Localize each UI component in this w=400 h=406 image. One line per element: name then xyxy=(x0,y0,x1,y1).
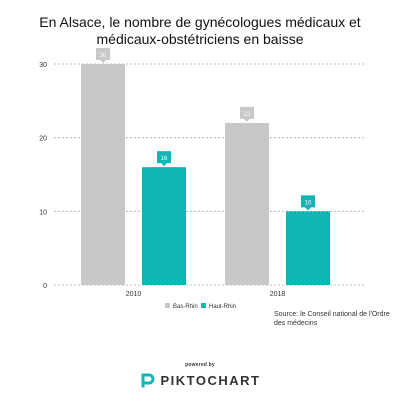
bar-bas-rhin-2018 xyxy=(225,122,269,285)
x-tick-label: 2018 xyxy=(270,291,286,298)
source-note: Source: le Conseil national de l'Ordre d… xyxy=(274,311,390,327)
footer: powered by PIKTOCHART xyxy=(0,362,400,393)
legend-label: Haut-Rhin xyxy=(209,304,236,310)
y-tick-label: 10 xyxy=(39,209,47,216)
y-tick-label: 0 xyxy=(43,283,47,290)
brand-name: PIKTOCHART xyxy=(160,372,261,388)
value-badge xyxy=(301,195,315,211)
chart-title: En Alsace, le nombre de gynécologues méd… xyxy=(39,14,361,47)
legend-label: Bas-Rhin xyxy=(173,304,198,310)
bar-haut-rhin-2010 xyxy=(142,167,186,285)
y-tick-label: 20 xyxy=(39,136,47,143)
value-badge xyxy=(240,106,254,122)
bar-bas-rhin-2010 xyxy=(81,64,125,285)
data-label: 30 xyxy=(100,53,107,59)
value-badge xyxy=(157,151,171,167)
data-label: 16 xyxy=(161,156,168,162)
x-tick-label: 2010 xyxy=(126,291,142,298)
bars: 30 16 22 10 xyxy=(81,48,330,285)
y-tick-label: 30 xyxy=(39,62,47,69)
legend-swatch xyxy=(165,303,170,308)
data-label: 10 xyxy=(305,200,312,206)
piktochart-logo-icon xyxy=(141,373,154,388)
legend: Bas-Rhin Haut-Rhin xyxy=(165,303,236,310)
axis-ticks: 0 10 20 30 2010 2018 xyxy=(39,62,285,298)
bar-haut-rhin-2018 xyxy=(286,211,330,285)
value-badge xyxy=(96,48,110,63)
data-label: 22 xyxy=(244,112,251,118)
powered-by-label: powered by xyxy=(185,362,215,368)
legend-swatch xyxy=(201,303,206,308)
